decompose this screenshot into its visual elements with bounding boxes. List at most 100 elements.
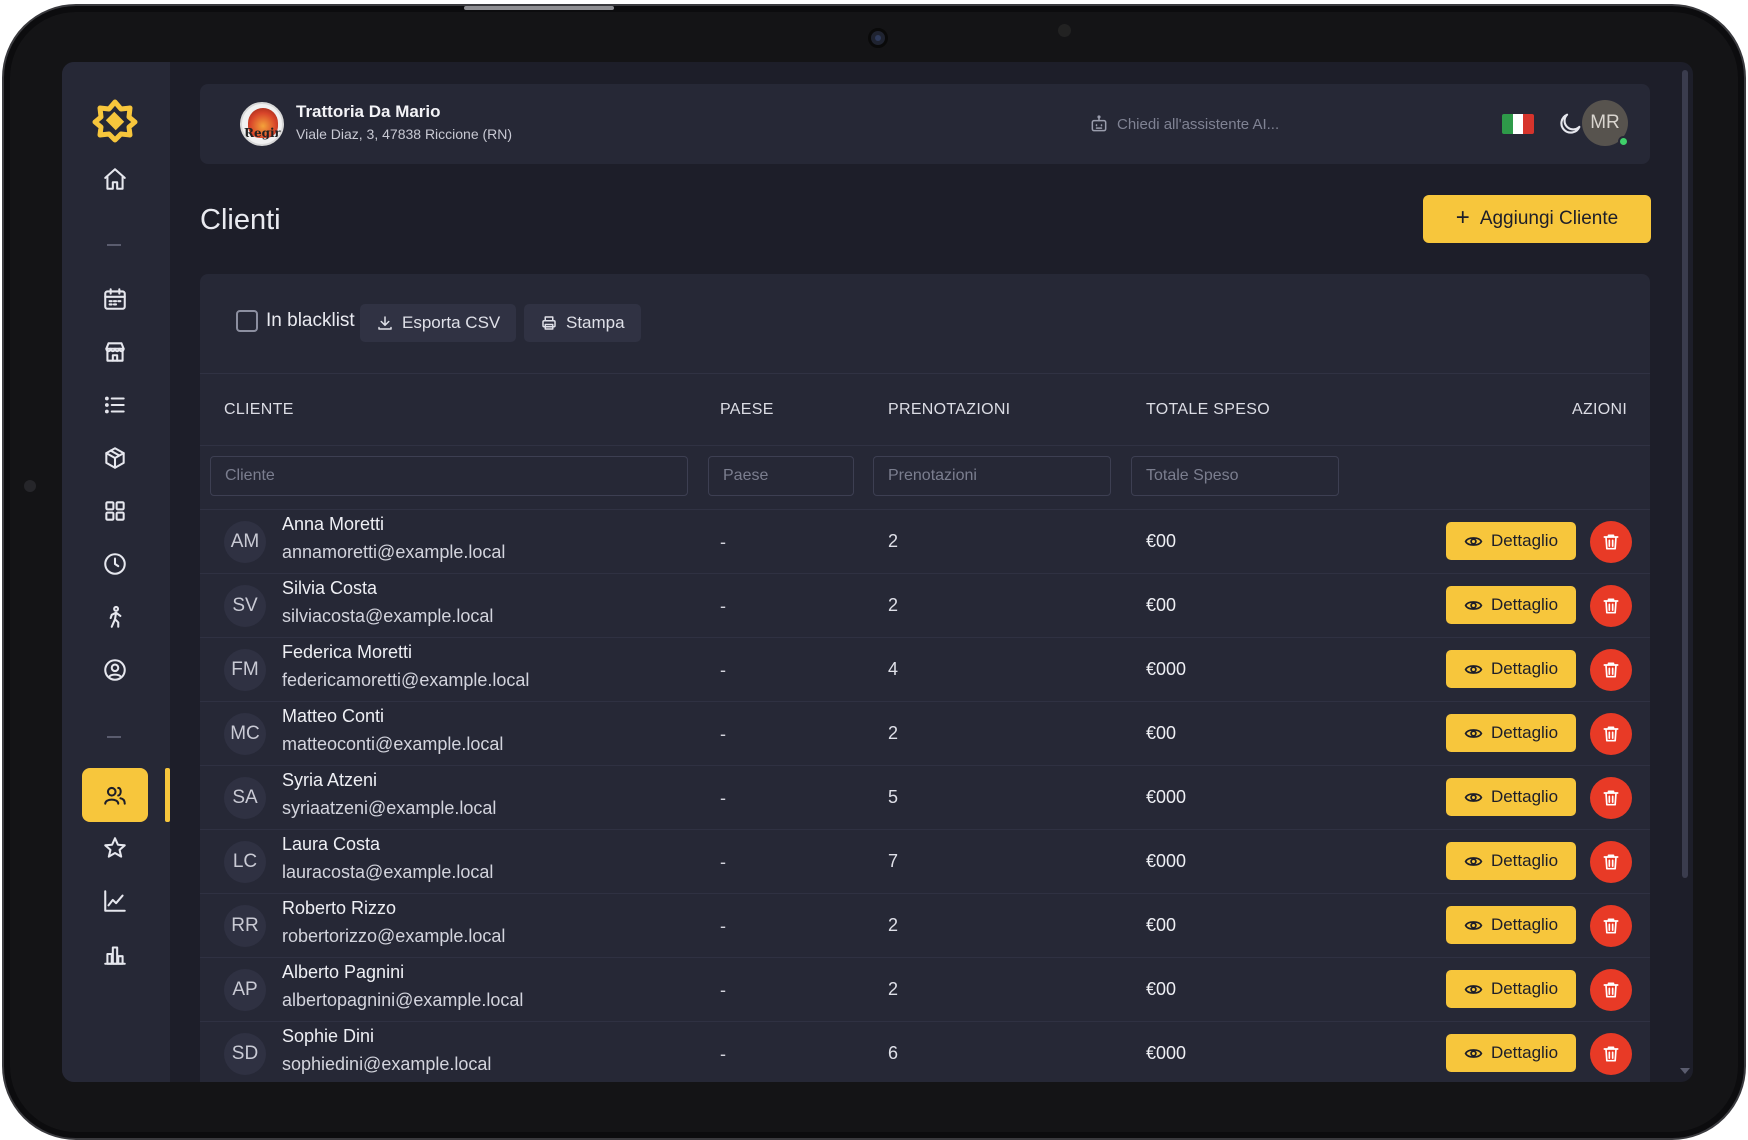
delete-button[interactable] bbox=[1590, 905, 1632, 947]
detail-button[interactable]: Dettaglio bbox=[1446, 906, 1576, 944]
moon-icon[interactable] bbox=[1556, 110, 1584, 138]
trash-icon bbox=[1603, 662, 1619, 678]
blacklist-checkbox[interactable] bbox=[236, 310, 258, 332]
light-sensor bbox=[1058, 24, 1071, 37]
sidebar-item-calendar[interactable] bbox=[82, 272, 148, 326]
table-row[interactable]: RR Roberto Rizzo robertorizzo@example.lo… bbox=[200, 894, 1650, 958]
scroll-down-arrow[interactable] bbox=[1680, 1068, 1690, 1074]
column-header-prenotazioni[interactable]: PRENOTAZIONI bbox=[888, 401, 1011, 418]
export-csv-button[interactable]: Esporta CSV bbox=[360, 304, 517, 342]
customer-country: - bbox=[720, 660, 726, 680]
ai-assistant-input[interactable] bbox=[1117, 115, 1457, 133]
detail-button[interactable]: Dettaglio bbox=[1446, 1034, 1576, 1072]
table-row[interactable]: SA Syria Atzeni syriaatzeni@example.loca… bbox=[200, 766, 1650, 830]
sidebar-item-trends[interactable] bbox=[82, 874, 148, 928]
detail-button[interactable]: Dettaglio bbox=[1446, 842, 1576, 880]
blacklist-filter[interactable]: In blacklist bbox=[236, 310, 355, 332]
customer-avatar: SV bbox=[224, 585, 266, 627]
sidebar-item-history[interactable] bbox=[82, 537, 148, 591]
customer-avatar: FM bbox=[224, 649, 266, 691]
table-row[interactable]: LC Laura Costa lauracosta@example.local … bbox=[200, 830, 1650, 894]
customer-email: syriaatzeni@example.local bbox=[282, 798, 497, 818]
filter-prenotazioni-input[interactable] bbox=[873, 456, 1111, 496]
customer-name: Alberto Pagnini bbox=[282, 962, 405, 982]
table-row[interactable]: AP Alberto Pagnini albertopagnini@exampl… bbox=[200, 958, 1650, 1022]
table-row[interactable]: FM Federica Moretti federicamoretti@exam… bbox=[200, 638, 1650, 702]
sidebar-item-reports[interactable] bbox=[82, 927, 148, 981]
customer-country: - bbox=[720, 980, 726, 1000]
delete-button[interactable] bbox=[1590, 713, 1632, 755]
sidebar-item-profile[interactable] bbox=[82, 643, 148, 697]
table-toolbar: In blacklist Esporta CSV Stampa bbox=[200, 274, 1650, 374]
customer-avatar: SA bbox=[224, 777, 266, 819]
customer-bookings: 4 bbox=[888, 659, 899, 679]
ai-assistant-search[interactable] bbox=[1075, 106, 1475, 142]
customer-bookings: 6 bbox=[888, 1043, 899, 1063]
filter-cliente-input[interactable] bbox=[210, 456, 688, 496]
table-row[interactable]: AM Anna Moretti annamoretti@example.loca… bbox=[200, 510, 1650, 574]
language-flag-icon[interactable] bbox=[1502, 114, 1534, 134]
customer-name: Silvia Costa bbox=[282, 578, 378, 598]
delete-button[interactable] bbox=[1590, 521, 1632, 563]
user-circle-icon bbox=[104, 659, 126, 681]
eye-icon bbox=[1464, 856, 1483, 866]
front-camera bbox=[868, 28, 888, 48]
column-header-totale[interactable]: TOTALE SPESO bbox=[1146, 401, 1270, 418]
customer-total-spent: €000 bbox=[1146, 787, 1187, 807]
grid-icon bbox=[105, 501, 125, 521]
column-header-paese[interactable]: PAESE bbox=[720, 401, 774, 418]
trash-icon bbox=[1603, 598, 1619, 614]
detail-label: Dettaglio bbox=[1490, 979, 1559, 998]
customer-email: lauracosta@example.local bbox=[282, 862, 494, 882]
trash-icon bbox=[1603, 918, 1619, 934]
restaurant-logo[interactable]: Regin bbox=[240, 102, 284, 146]
sidebar-item-list[interactable] bbox=[82, 378, 148, 432]
sidebar-item-home[interactable] bbox=[82, 152, 148, 206]
detail-button[interactable]: Dettaglio bbox=[1446, 778, 1576, 816]
filter-paese-input[interactable] bbox=[708, 456, 854, 496]
customer-total-spent: €00 bbox=[1146, 979, 1177, 999]
table-row[interactable]: SV Silvia Costa silviacosta@example.loca… bbox=[200, 574, 1650, 638]
customer-name: Syria Atzeni bbox=[282, 770, 378, 790]
detail-button[interactable]: Dettaglio bbox=[1446, 970, 1576, 1008]
print-button[interactable]: Stampa bbox=[524, 304, 641, 342]
detail-button[interactable]: Dettaglio bbox=[1446, 714, 1576, 752]
customer-name: Roberto Rizzo bbox=[282, 898, 397, 918]
table-row[interactable]: SD Sophie Dini sophiedini@example.local … bbox=[200, 1022, 1650, 1082]
delete-button[interactable] bbox=[1590, 585, 1632, 627]
sidebar-item-activity[interactable] bbox=[82, 590, 148, 644]
column-header-azioni: AZIONI bbox=[1572, 401, 1628, 418]
sidebar-item-store[interactable] bbox=[82, 325, 148, 379]
restaurant-name: Trattoria Da Mario bbox=[296, 102, 441, 121]
detail-button[interactable]: Dettaglio bbox=[1446, 522, 1576, 560]
sidebar-item-dashboard[interactable] bbox=[82, 484, 148, 538]
add-customer-button[interactable]: + Aggiungi Cliente bbox=[1423, 195, 1651, 243]
calendar-icon bbox=[104, 288, 126, 310]
eye-icon bbox=[1464, 600, 1483, 610]
customer-country: - bbox=[720, 596, 726, 616]
customer-country: - bbox=[720, 852, 726, 872]
customers-card: In blacklist Esporta CSV Stampa CLIENTE … bbox=[200, 274, 1650, 1082]
column-header-cliente[interactable]: CLIENTE bbox=[224, 401, 294, 418]
customer-avatar: AM bbox=[224, 521, 266, 563]
delete-button[interactable] bbox=[1590, 1033, 1632, 1075]
sidebar-item-customers[interactable] bbox=[82, 768, 148, 822]
download-icon bbox=[378, 316, 392, 330]
filter-totale-input[interactable] bbox=[1131, 456, 1339, 496]
customer-total-spent: €000 bbox=[1146, 1043, 1187, 1063]
detail-button[interactable]: Dettaglio bbox=[1446, 650, 1576, 688]
delete-button[interactable] bbox=[1590, 777, 1632, 819]
sidebar-item-favorites[interactable] bbox=[82, 821, 148, 875]
vertical-scrollbar[interactable] bbox=[1682, 70, 1688, 878]
detail-button[interactable]: Dettaglio bbox=[1446, 586, 1576, 624]
customer-country: - bbox=[720, 532, 726, 552]
table-header: CLIENTE PAESE PRENOTAZIONI TOTALE SPESO … bbox=[200, 374, 1650, 446]
delete-button[interactable] bbox=[1590, 969, 1632, 1011]
delete-button[interactable] bbox=[1590, 841, 1632, 883]
sidebar-item-packages[interactable] bbox=[82, 431, 148, 485]
customer-total-spent: €00 bbox=[1146, 723, 1177, 743]
table-row[interactable]: MC Matteo Conti matteoconti@example.loca… bbox=[200, 702, 1650, 766]
customer-bookings: 2 bbox=[888, 979, 899, 999]
delete-button[interactable] bbox=[1590, 649, 1632, 691]
app-logo-icon[interactable] bbox=[92, 98, 138, 144]
